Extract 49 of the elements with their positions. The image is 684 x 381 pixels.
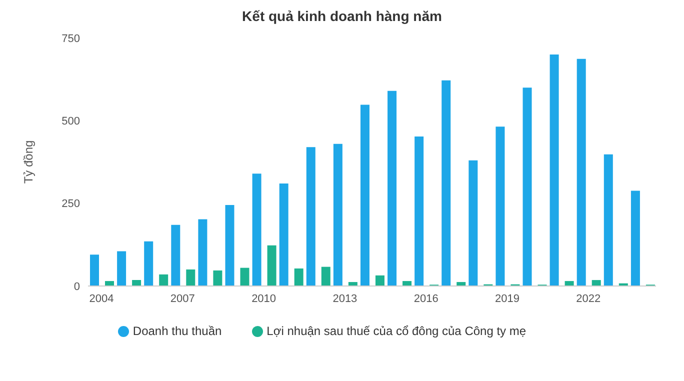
bar — [604, 154, 613, 286]
bar — [159, 274, 168, 286]
y-tick-label: 0 — [74, 280, 80, 293]
bar — [279, 183, 288, 286]
bar — [267, 245, 276, 286]
x-tick-label: 2022 — [576, 292, 601, 305]
x-tick-label: 2016 — [414, 292, 438, 305]
bar — [333, 144, 342, 286]
bar — [186, 269, 196, 286]
bar — [468, 160, 478, 286]
bar — [360, 104, 370, 286]
bar — [252, 174, 262, 286]
x-tick-label: 2019 — [494, 292, 520, 305]
x-tick-label: 2007 — [170, 292, 195, 305]
bar — [144, 241, 154, 286]
legend-label: Lợi nhuận sau thuế của cổ đông của Công ty mẹ — [266, 324, 526, 338]
bar — [171, 224, 180, 286]
legend-label: Doanh thu thuần — [132, 324, 222, 338]
bar — [132, 280, 142, 286]
bar — [630, 190, 640, 286]
bar — [550, 54, 559, 286]
bar — [388, 90, 397, 286]
bar — [442, 80, 451, 286]
bar — [576, 58, 586, 286]
y-tick-label: 750 — [62, 32, 80, 45]
bar — [402, 281, 412, 286]
bar — [496, 126, 505, 286]
bar — [592, 280, 601, 286]
x-tick-label: 2013 — [332, 292, 358, 305]
bar — [321, 266, 330, 286]
x-tick-label: 2010 — [252, 292, 276, 305]
bar — [414, 136, 424, 286]
y-tick-label: 250 — [62, 198, 80, 210]
x-tick-label: 2004 — [89, 292, 114, 305]
bar — [90, 254, 99, 286]
bar — [306, 147, 316, 286]
bar — [198, 219, 208, 286]
bar — [213, 270, 222, 286]
bar — [105, 281, 114, 286]
bar — [225, 204, 234, 286]
bar — [240, 268, 250, 286]
bar — [564, 281, 574, 286]
chart-title: Kết quả kinh doanh hàng năm — [241, 8, 443, 26]
bar — [522, 88, 532, 286]
y-tick-label: 500 — [62, 116, 80, 128]
bar — [117, 251, 126, 286]
y-axis-title: Tỷ đồng — [21, 140, 36, 184]
bar — [375, 275, 384, 286]
bar — [294, 268, 304, 286]
